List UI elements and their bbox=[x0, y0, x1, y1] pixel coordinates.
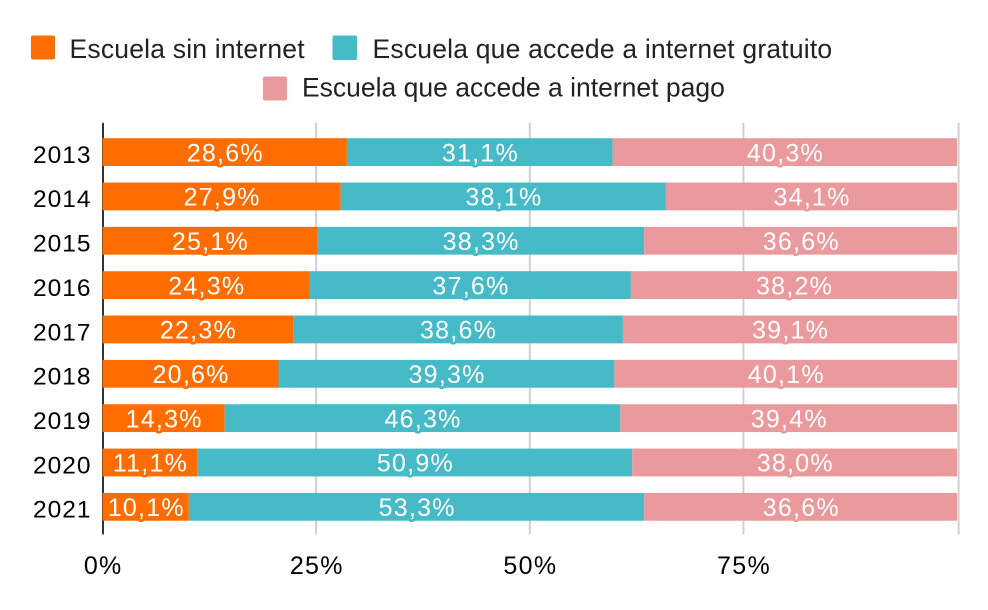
svg-text:50%: 50% bbox=[503, 552, 557, 580]
svg-text:46,3%: 46,3% bbox=[385, 405, 462, 433]
svg-text:Escuela sin internet: Escuela sin internet bbox=[70, 34, 306, 64]
svg-text:25,1%: 25,1% bbox=[172, 228, 249, 256]
svg-text:2015: 2015 bbox=[33, 231, 92, 258]
svg-text:14,3%: 14,3% bbox=[126, 405, 203, 433]
svg-text:38,0%: 38,0% bbox=[757, 450, 834, 478]
svg-text:28,6%: 28,6% bbox=[187, 139, 264, 167]
svg-text:2020: 2020 bbox=[33, 452, 92, 479]
svg-text:39,3%: 39,3% bbox=[409, 361, 486, 389]
svg-text:2021: 2021 bbox=[33, 497, 92, 524]
svg-text:2018: 2018 bbox=[33, 364, 92, 391]
svg-text:37,6%: 37,6% bbox=[432, 272, 509, 300]
svg-text:40,1%: 40,1% bbox=[748, 361, 825, 389]
svg-text:2017: 2017 bbox=[33, 319, 92, 346]
svg-text:75%: 75% bbox=[717, 552, 771, 580]
svg-text:22,3%: 22,3% bbox=[160, 317, 237, 345]
svg-text:25%: 25% bbox=[290, 552, 344, 580]
svg-text:38,3%: 38,3% bbox=[443, 228, 520, 256]
svg-text:40,3%: 40,3% bbox=[747, 139, 824, 167]
svg-text:38,1%: 38,1% bbox=[465, 184, 542, 212]
svg-text:2014: 2014 bbox=[33, 186, 92, 213]
svg-text:20,6%: 20,6% bbox=[153, 361, 230, 389]
svg-text:31,1%: 31,1% bbox=[442, 139, 519, 167]
svg-text:36,6%: 36,6% bbox=[763, 494, 840, 522]
svg-text:39,4%: 39,4% bbox=[751, 405, 828, 433]
svg-text:38,6%: 38,6% bbox=[420, 317, 497, 345]
svg-text:0%: 0% bbox=[84, 552, 123, 580]
svg-text:Escuela que accede a internet: Escuela que accede a internet pago bbox=[302, 73, 725, 103]
svg-text:10,1%: 10,1% bbox=[108, 494, 185, 522]
svg-text:36,6%: 36,6% bbox=[763, 228, 840, 256]
svg-text:38,2%: 38,2% bbox=[756, 272, 833, 300]
svg-text:2019: 2019 bbox=[33, 408, 92, 435]
svg-text:39,1%: 39,1% bbox=[752, 317, 829, 345]
svg-text:24,3%: 24,3% bbox=[168, 272, 245, 300]
svg-text:34,1%: 34,1% bbox=[774, 184, 851, 212]
svg-text:50,9%: 50,9% bbox=[377, 450, 454, 478]
svg-text:2013: 2013 bbox=[33, 142, 92, 169]
svg-text:27,9%: 27,9% bbox=[184, 184, 261, 212]
svg-text:53,3%: 53,3% bbox=[379, 494, 456, 522]
svg-text:Escuela que accede a internet: Escuela que accede a internet gratuito bbox=[373, 34, 833, 64]
svg-text:2016: 2016 bbox=[33, 275, 92, 302]
svg-text:11,1%: 11,1% bbox=[113, 450, 188, 478]
